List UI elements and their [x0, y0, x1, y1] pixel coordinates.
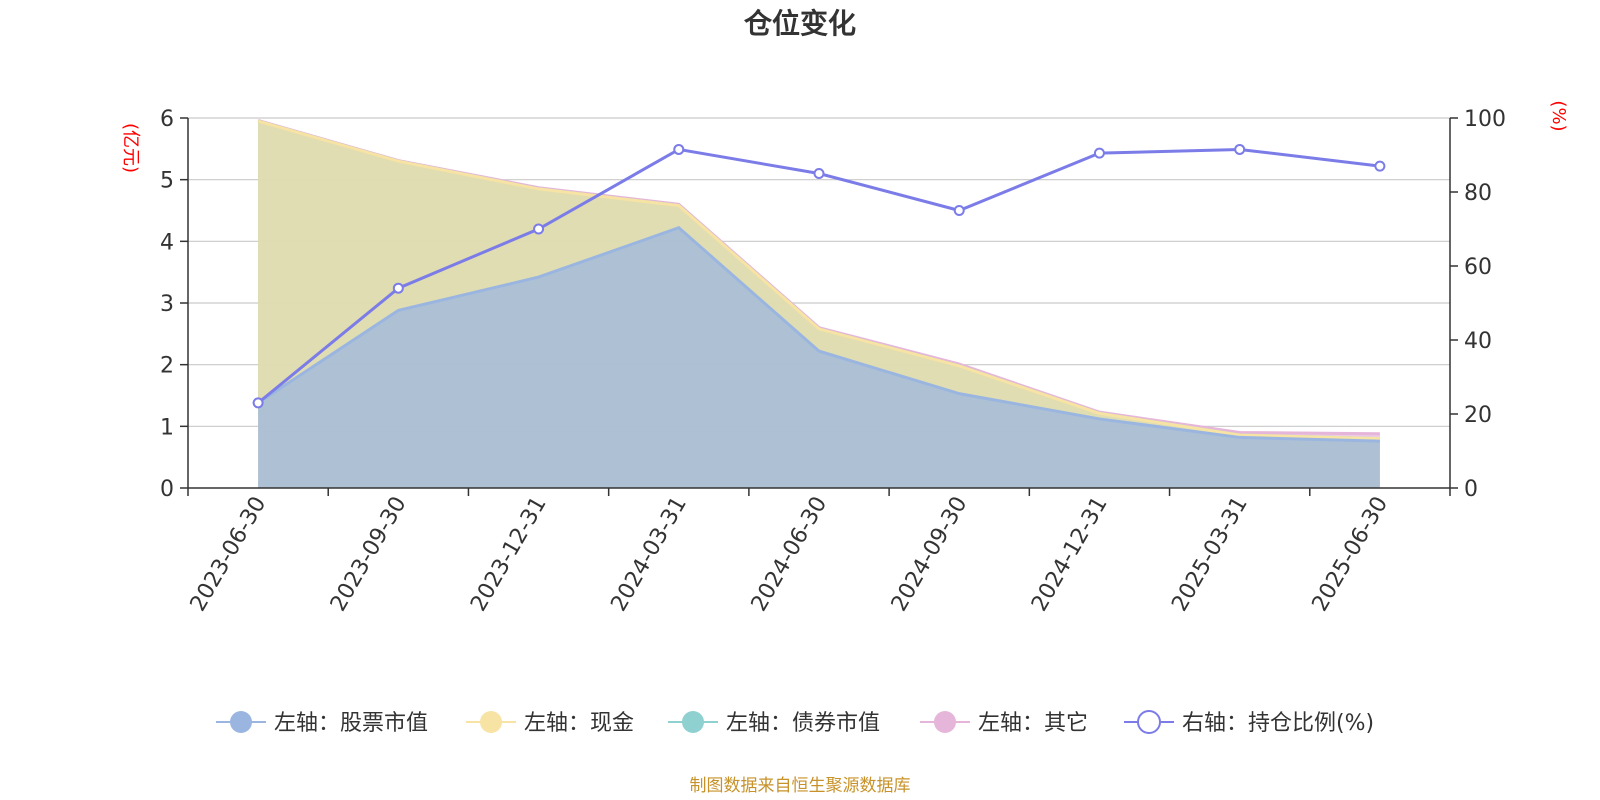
right-axis-tick-label: 80	[1464, 181, 1492, 206]
left-axis-tick-label: 3	[160, 292, 174, 317]
right-axis-tick-label: 100	[1464, 107, 1506, 132]
source-note: 制图数据来自恒生聚源数据库	[690, 776, 911, 796]
chart-title: 仓位变化	[744, 7, 856, 40]
right-axis-tick-label: 40	[1464, 329, 1492, 354]
left-axis-tick-label: 4	[160, 230, 174, 255]
legend-marker	[934, 711, 956, 733]
ratio-line-layer	[252, 143, 1386, 409]
legend-label: 右轴：持仓比例(%)	[1182, 711, 1374, 736]
x-axis-tick-label: 2024-12-31	[1027, 493, 1113, 616]
legend-marker	[230, 711, 252, 733]
left-axis-tick-label: 5	[160, 169, 174, 194]
legend-marker	[682, 711, 704, 733]
ratio-point	[813, 168, 825, 179]
legend-label: 左轴：债券市值	[726, 711, 880, 736]
stacked-areas	[257, 119, 1380, 488]
area-fill	[258, 227, 1380, 488]
legend: 左轴：股票市值 左轴：现金 左轴：债券市值 左轴：其它 右轴：持仓比例(%)	[216, 710, 1374, 736]
ratio-point	[533, 223, 545, 235]
ratio-point	[953, 205, 965, 216]
right-axis-tick-label: 60	[1464, 255, 1492, 280]
legend-label: 左轴：现金	[524, 711, 634, 736]
area-edge-line	[257, 226, 1380, 443]
x-axis-tick-label: 2023-12-31	[466, 493, 552, 616]
ratio-point	[392, 282, 404, 294]
left-axis-tick-label: 2	[160, 354, 174, 379]
left-axis-tick-label: 1	[160, 415, 174, 440]
ratio-point	[1234, 143, 1246, 155]
right-axis-unit: (%)	[1548, 100, 1569, 131]
legend-label: 左轴：股票市值	[274, 711, 428, 736]
left-axis-tick-label: 0	[160, 477, 174, 502]
right-axis-tick-label: 0	[1464, 477, 1478, 502]
x-axis-tick-label: 2025-06-30	[1308, 493, 1394, 616]
legend-item: 左轴：股票市值	[216, 711, 428, 736]
right-axis-tick-label: 20	[1464, 403, 1492, 428]
x-axis-tick-label: 2025-03-31	[1167, 493, 1253, 616]
ratio-point	[1374, 160, 1386, 172]
legend-marker	[480, 711, 502, 733]
x-axis-tick-label: 2024-06-30	[747, 493, 833, 616]
legend-marker	[1137, 710, 1161, 734]
legend-item: 左轴：现金	[466, 711, 634, 736]
x-axis-tick-label: 2023-06-30	[186, 493, 272, 616]
ratio-point	[252, 397, 264, 409]
legend-item: 左轴：债券市值	[668, 711, 880, 736]
ratio-point	[1093, 147, 1105, 159]
area-edge-line	[257, 119, 1380, 441]
ratio-point	[673, 143, 685, 155]
left-axis-tick-label: 6	[160, 107, 174, 132]
legend-label: 左轴：其它	[978, 711, 1088, 736]
x-axis-tick-label: 2024-03-31	[606, 493, 692, 616]
legend-item: 右轴：持仓比例(%)	[1124, 710, 1374, 736]
legend-item: 左轴：其它	[920, 711, 1088, 736]
x-axis-tick-label: 2023-09-30	[326, 493, 412, 616]
left-axis-unit: (亿元)	[120, 123, 141, 173]
x-axis-tick-label: 2024-09-30	[887, 493, 973, 616]
